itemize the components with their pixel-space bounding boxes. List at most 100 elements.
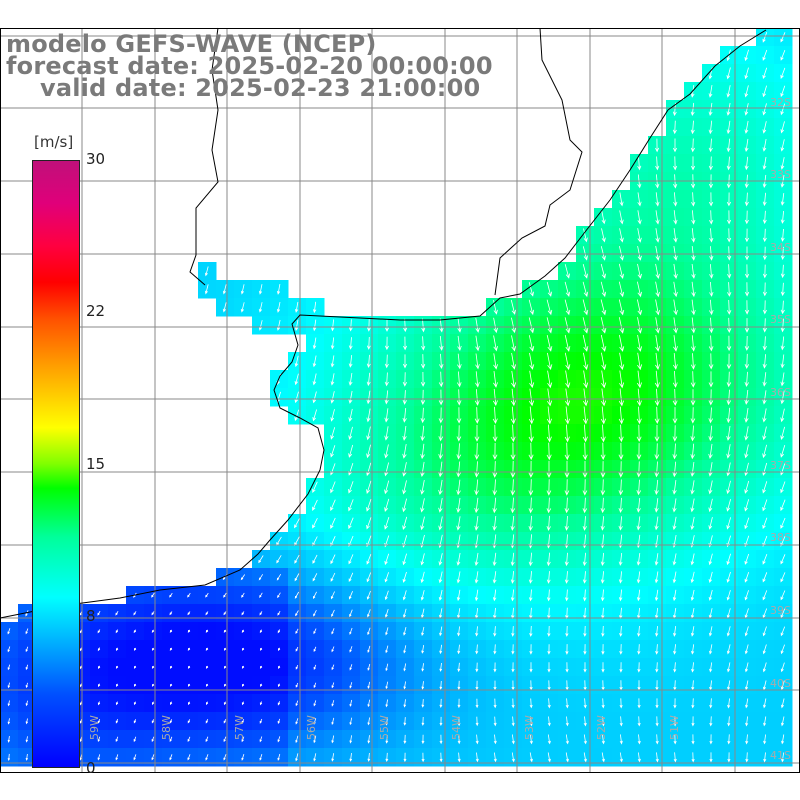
wind-arrow (762, 354, 767, 369)
wind-arrow (348, 355, 353, 368)
wind-arrow (438, 479, 443, 495)
longitude-label: 54W (450, 715, 463, 740)
wind-arrow (583, 352, 589, 371)
wind-arrow (258, 574, 264, 581)
wind-arrow (456, 571, 461, 584)
wind-arrow (493, 716, 497, 727)
wind-arrow (439, 336, 444, 351)
wind-arrow (312, 573, 318, 582)
wind-arrow (546, 281, 553, 297)
wind-arrow (259, 718, 263, 724)
wind-arrow (691, 228, 696, 243)
wind-arrow (330, 391, 335, 404)
wind-arrow (690, 120, 695, 135)
wind-arrow (312, 391, 317, 404)
wind-arrow (475, 716, 479, 727)
longitude-label: 51W (668, 715, 681, 740)
wind-arrow (312, 301, 317, 314)
wind-arrow (780, 608, 786, 619)
wind-arrow (205, 629, 209, 633)
wind-arrow (403, 336, 408, 351)
wind-arrow (690, 516, 695, 531)
wind-arrow (420, 389, 426, 406)
wind-arrow (25, 753, 29, 761)
wind-arrow (420, 498, 425, 513)
wind-arrow (187, 629, 191, 633)
wind-arrow (690, 571, 695, 584)
wind-arrow (672, 407, 678, 424)
wind-arrow (744, 67, 749, 80)
wind-arrow (133, 719, 137, 724)
wind-arrow (97, 647, 101, 652)
wind-arrow (258, 284, 263, 295)
wind-arrow (294, 319, 299, 331)
wind-arrow (331, 664, 335, 671)
wind-arrow (510, 497, 516, 514)
wind-arrow (708, 589, 713, 601)
wind-arrow (439, 353, 444, 370)
wind-arrow (223, 647, 227, 651)
wind-arrow (727, 716, 731, 727)
wind-arrow (673, 210, 678, 225)
wind-arrow (241, 753, 245, 761)
wind-arrow (780, 157, 785, 170)
wind-arrow (330, 319, 335, 332)
wind-arrow (420, 407, 426, 424)
wind-arrow (762, 139, 767, 152)
latitude-label: 37S (770, 459, 791, 472)
wind-arrow (673, 752, 677, 763)
wind-arrow (439, 698, 443, 709)
wind-arrow (348, 481, 354, 494)
wind-arrow (259, 753, 263, 761)
wind-arrow (438, 589, 443, 601)
wind-arrow (726, 517, 731, 530)
wind-arrow (600, 388, 607, 407)
wind-arrow (97, 754, 101, 761)
wind-arrow (708, 480, 713, 495)
wind-arrow (259, 665, 263, 669)
wind-arrow (726, 317, 732, 334)
wind-arrow (295, 610, 299, 617)
wind-arrow (655, 245, 660, 261)
wind-arrow (655, 317, 660, 334)
wind-arrow (726, 626, 731, 637)
wind-arrow (763, 716, 767, 727)
wind-arrow (474, 497, 479, 514)
wind-arrow (744, 644, 749, 655)
wind-arrow (528, 282, 534, 297)
wind-arrow (294, 409, 300, 422)
wind-arrow (330, 499, 336, 512)
wind-arrow (564, 515, 569, 531)
wind-arrow (708, 443, 713, 460)
wind-arrow (294, 355, 299, 368)
wind-arrow (313, 664, 317, 670)
wind-arrow (456, 461, 461, 478)
wind-arrow (511, 370, 517, 389)
wind-arrow (402, 425, 407, 441)
wind-arrow (726, 425, 731, 441)
wind-arrow (241, 736, 245, 743)
wind-arrow (673, 299, 678, 316)
wind-arrow (205, 665, 209, 669)
wind-arrow (402, 590, 407, 601)
wind-arrow (439, 680, 443, 690)
wind-arrow (475, 317, 480, 333)
wind-arrow (781, 734, 785, 745)
wind-arrow (420, 443, 425, 460)
wind-arrow (780, 698, 785, 709)
wind-arrow (618, 479, 624, 496)
wind-arrow (780, 444, 786, 458)
wind-arrow (187, 647, 191, 651)
wind-arrow (726, 498, 731, 512)
wind-arrow (457, 626, 461, 637)
wind-arrow (726, 102, 731, 116)
colorbar-tick: 22 (86, 302, 106, 320)
wind-arrow (565, 370, 571, 389)
wind-arrow (474, 552, 479, 566)
wind-arrow (277, 753, 281, 761)
wind-arrow (385, 663, 389, 672)
wind-arrow (780, 426, 785, 440)
wind-arrow (312, 373, 317, 386)
wind-arrow (528, 460, 534, 478)
wind-arrow (79, 647, 83, 652)
